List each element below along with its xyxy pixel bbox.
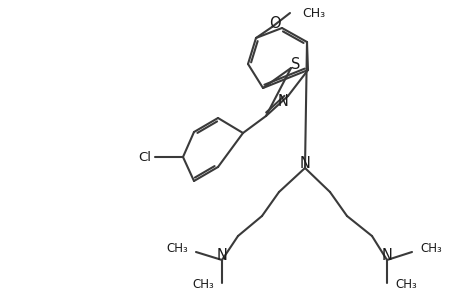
Text: CH₃: CH₃	[302, 7, 325, 20]
Text: O: O	[269, 16, 280, 31]
Text: CH₃: CH₃	[166, 242, 188, 256]
Text: N: N	[299, 155, 310, 170]
Text: N: N	[277, 94, 288, 109]
Text: CH₃: CH₃	[192, 278, 213, 292]
Text: CH₃: CH₃	[419, 242, 441, 256]
Text: CH₃: CH₃	[394, 278, 416, 292]
Text: S: S	[291, 56, 300, 71]
Text: Cl: Cl	[138, 151, 151, 164]
Text: N: N	[381, 248, 392, 262]
Text: N: N	[216, 248, 227, 262]
